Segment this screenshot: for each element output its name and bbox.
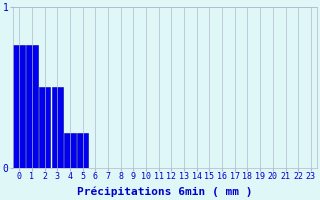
Bar <box>52 87 63 168</box>
Bar <box>64 133 76 168</box>
Bar <box>26 45 37 168</box>
Bar <box>13 45 25 168</box>
X-axis label: Précipitations 6min ( mm ): Précipitations 6min ( mm ) <box>77 187 253 197</box>
Bar <box>39 87 50 168</box>
Bar <box>77 133 88 168</box>
